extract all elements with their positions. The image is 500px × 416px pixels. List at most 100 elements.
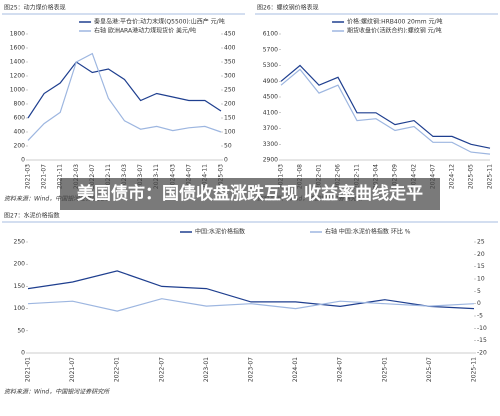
y2-tick-label: -20 — [477, 350, 487, 357]
y2-tick-label: 300 — [224, 73, 236, 80]
y-tick-label: 5700 — [263, 46, 278, 53]
series-line — [27, 298, 475, 312]
x-tick-label: 2024-03 — [169, 164, 176, 189]
x-tick-label: 2021-07 — [69, 357, 76, 382]
x-tick-label: 2021-01 — [25, 357, 32, 382]
legend-label: 右轴 中国:水泥价格指数 环比 % — [325, 228, 411, 236]
y-tick-label: 3700 — [263, 125, 278, 132]
x-tick-label: 2022-11 — [354, 164, 361, 189]
legend-label: 秦皇岛港:平仓价:动力末煤(Q5500):山西产 元/吨 — [94, 18, 225, 26]
y2-tick-label: 0 — [477, 300, 481, 307]
x-tick-label: 2022-03 — [73, 164, 80, 189]
y-tick-label: 5300 — [263, 62, 278, 69]
y2-tick-label: 25 — [477, 239, 485, 246]
x-tick-label: 2021-03 — [278, 164, 285, 189]
source: 资料来源：Wind，中国银河证券研究所 — [4, 195, 110, 203]
x-tick-label: 2024-07 — [430, 164, 437, 189]
legend-label: 期货收盘价(活跃合约):螺纹钢 元/吨 — [347, 27, 442, 35]
x-tick-label: 2023-03 — [121, 164, 128, 189]
source: 资料来源：Wind，中国银河证券研究所 — [4, 388, 110, 396]
legend-label: 中国:水泥价格指数 — [195, 228, 245, 236]
y-tick-label: 250 — [14, 239, 26, 246]
y2-tick-label: 200 — [224, 101, 236, 108]
x-tick-label: 2025-03 — [218, 164, 225, 189]
series-line — [27, 52, 222, 141]
x-tick-label: 2022-01 — [114, 357, 121, 382]
y2-tick-label: 15 — [477, 263, 485, 270]
x-tick-label: 2022-06 — [335, 164, 342, 189]
y2-tick-label: 0 — [224, 157, 228, 164]
x-tick-label: 2023-11 — [153, 164, 160, 189]
y2-tick-label: 250 — [224, 87, 236, 94]
y-tick-label: 4100 — [263, 109, 278, 116]
legend-label: 价格:螺纹钢:HRB400 20mm 元/吨 — [347, 18, 442, 26]
y-tick-label: 1200 — [10, 73, 25, 80]
x-tick-label: 2023-07 — [137, 164, 144, 189]
x-tick-label: 2022-07 — [89, 164, 96, 189]
y-tick-label: 100 — [14, 305, 26, 312]
chart-title: 图27：水泥价格指数 — [4, 212, 60, 220]
y-tick-label: 150 — [14, 283, 26, 290]
x-tick-label: 2022-07 — [158, 357, 165, 382]
y-tick-label: 4900 — [263, 78, 278, 85]
x-tick-label: 2022-01 — [316, 164, 323, 189]
x-tick-label: 2025-01 — [381, 357, 388, 382]
y-tick-label: 50 — [17, 327, 25, 334]
y-tick-label: 4500 — [263, 94, 278, 101]
x-tick-label: 2024-07 — [337, 357, 344, 382]
y-tick-label: 800 — [14, 101, 26, 108]
y2-tick-label: 50 — [224, 143, 232, 150]
y-tick-label: 200 — [14, 143, 26, 150]
y-tick-label: 2900 — [263, 157, 278, 164]
series-line — [280, 68, 491, 155]
y-tick-label: 200 — [14, 261, 26, 268]
y-tick-label: 3300 — [263, 141, 278, 148]
y-tick-label: 0 — [21, 157, 25, 164]
x-tick-label: 2021-03 — [25, 164, 32, 189]
series-line — [27, 61, 222, 119]
y2-tick-label: 150 — [224, 115, 236, 122]
x-tick-label: 2024-12 — [449, 164, 456, 189]
series-line — [280, 64, 491, 149]
x-tick-label: 2024-07 — [185, 164, 192, 189]
y-tick-label: 0 — [21, 350, 25, 357]
y2-tick-label: -5 — [477, 313, 483, 320]
y-tick-label: 1000 — [10, 87, 25, 94]
x-tick-label: 2023-09 — [392, 164, 399, 189]
y2-tick-label: 20 — [477, 251, 485, 258]
x-tick-label: 2023-01 — [203, 357, 210, 382]
y-tick-label: 1400 — [10, 59, 25, 66]
y-tick-label: 1800 — [10, 31, 25, 38]
y2-tick-label: -15 — [477, 337, 487, 344]
y2-tick-label: 400 — [224, 45, 236, 52]
x-tick-label: 2023-04 — [373, 164, 380, 189]
y2-tick-label: 10 — [477, 276, 485, 283]
y2-tick-label: 5 — [477, 288, 481, 295]
chart-title: 图25：动力煤价格表现 — [4, 4, 66, 12]
x-tick-label: 2025-05 — [468, 164, 475, 189]
y-tick-label: 6100 — [263, 31, 278, 38]
x-tick-label: 2024-02 — [411, 164, 418, 189]
chart-title: 图26：螺纹钢价格表现 — [257, 4, 319, 12]
x-tick-label: 2021-08 — [297, 164, 304, 189]
x-tick-label: 2024-01 — [292, 357, 299, 382]
x-tick-label: 2025-11 — [487, 164, 494, 189]
overlay-title: 美国债市：国债收盘涨跌互现 收益率曲线走平 — [60, 178, 440, 210]
x-tick-label: 2021-07 — [41, 164, 48, 189]
x-tick-label: 2021-11 — [57, 164, 64, 189]
y2-tick-label: 350 — [224, 59, 236, 66]
x-tick-label: 2023-07 — [248, 357, 255, 382]
legend-label: 右轴 欧洲ARA港动力煤现货价 美元/吨 — [94, 27, 196, 35]
y-tick-label: 600 — [14, 115, 26, 122]
y2-tick-label: -10 — [477, 325, 487, 332]
y2-tick-label: 100 — [224, 129, 236, 136]
series-line — [27, 270, 475, 310]
x-tick-label: 2025-07 — [426, 357, 433, 382]
x-tick-label: 2024-11 — [201, 164, 208, 189]
x-tick-label: 2022-11 — [105, 164, 112, 189]
y-tick-label: 1600 — [10, 45, 25, 52]
y2-tick-label: 450 — [224, 31, 236, 38]
y-tick-label: 400 — [14, 129, 26, 136]
